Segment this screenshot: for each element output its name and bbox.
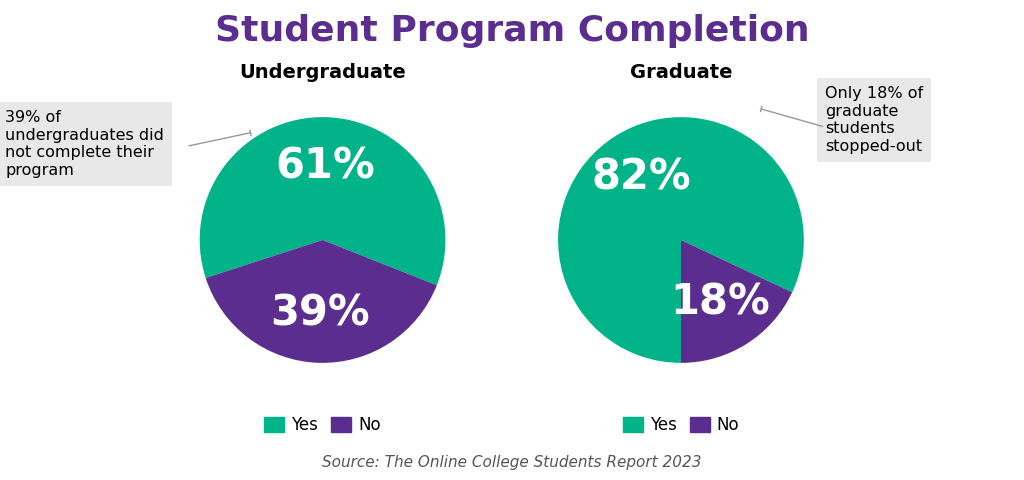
Title: Graduate: Graduate — [630, 63, 732, 82]
Text: Student Program Completion: Student Program Completion — [215, 14, 809, 48]
Wedge shape — [206, 240, 437, 363]
Legend: Yes, No: Yes, No — [258, 409, 387, 441]
Wedge shape — [681, 240, 793, 363]
Text: 18%: 18% — [671, 281, 770, 323]
Text: 82%: 82% — [592, 157, 691, 199]
Text: 39%: 39% — [270, 293, 370, 335]
Wedge shape — [558, 117, 804, 363]
Text: Source: The Online College Students Report 2023: Source: The Online College Students Repo… — [323, 456, 701, 470]
Text: Only 18% of
graduate
students
stopped-out: Only 18% of graduate students stopped-ou… — [825, 86, 924, 154]
Legend: Yes, No: Yes, No — [616, 409, 745, 441]
Text: 61%: 61% — [275, 145, 375, 187]
Text: 39% of
undergraduates did
not complete their
program: 39% of undergraduates did not complete t… — [5, 110, 164, 178]
Title: Undergraduate: Undergraduate — [240, 63, 406, 82]
Wedge shape — [200, 117, 445, 285]
